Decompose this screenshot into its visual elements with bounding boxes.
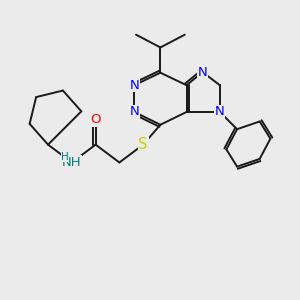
Text: H: H <box>61 152 69 162</box>
Text: NH: NH <box>62 156 82 169</box>
Text: N: N <box>198 66 208 79</box>
Text: N: N <box>215 106 225 118</box>
Text: N: N <box>129 79 139 92</box>
Text: N: N <box>129 106 139 118</box>
Text: O: O <box>90 113 101 126</box>
Text: S: S <box>139 137 148 152</box>
